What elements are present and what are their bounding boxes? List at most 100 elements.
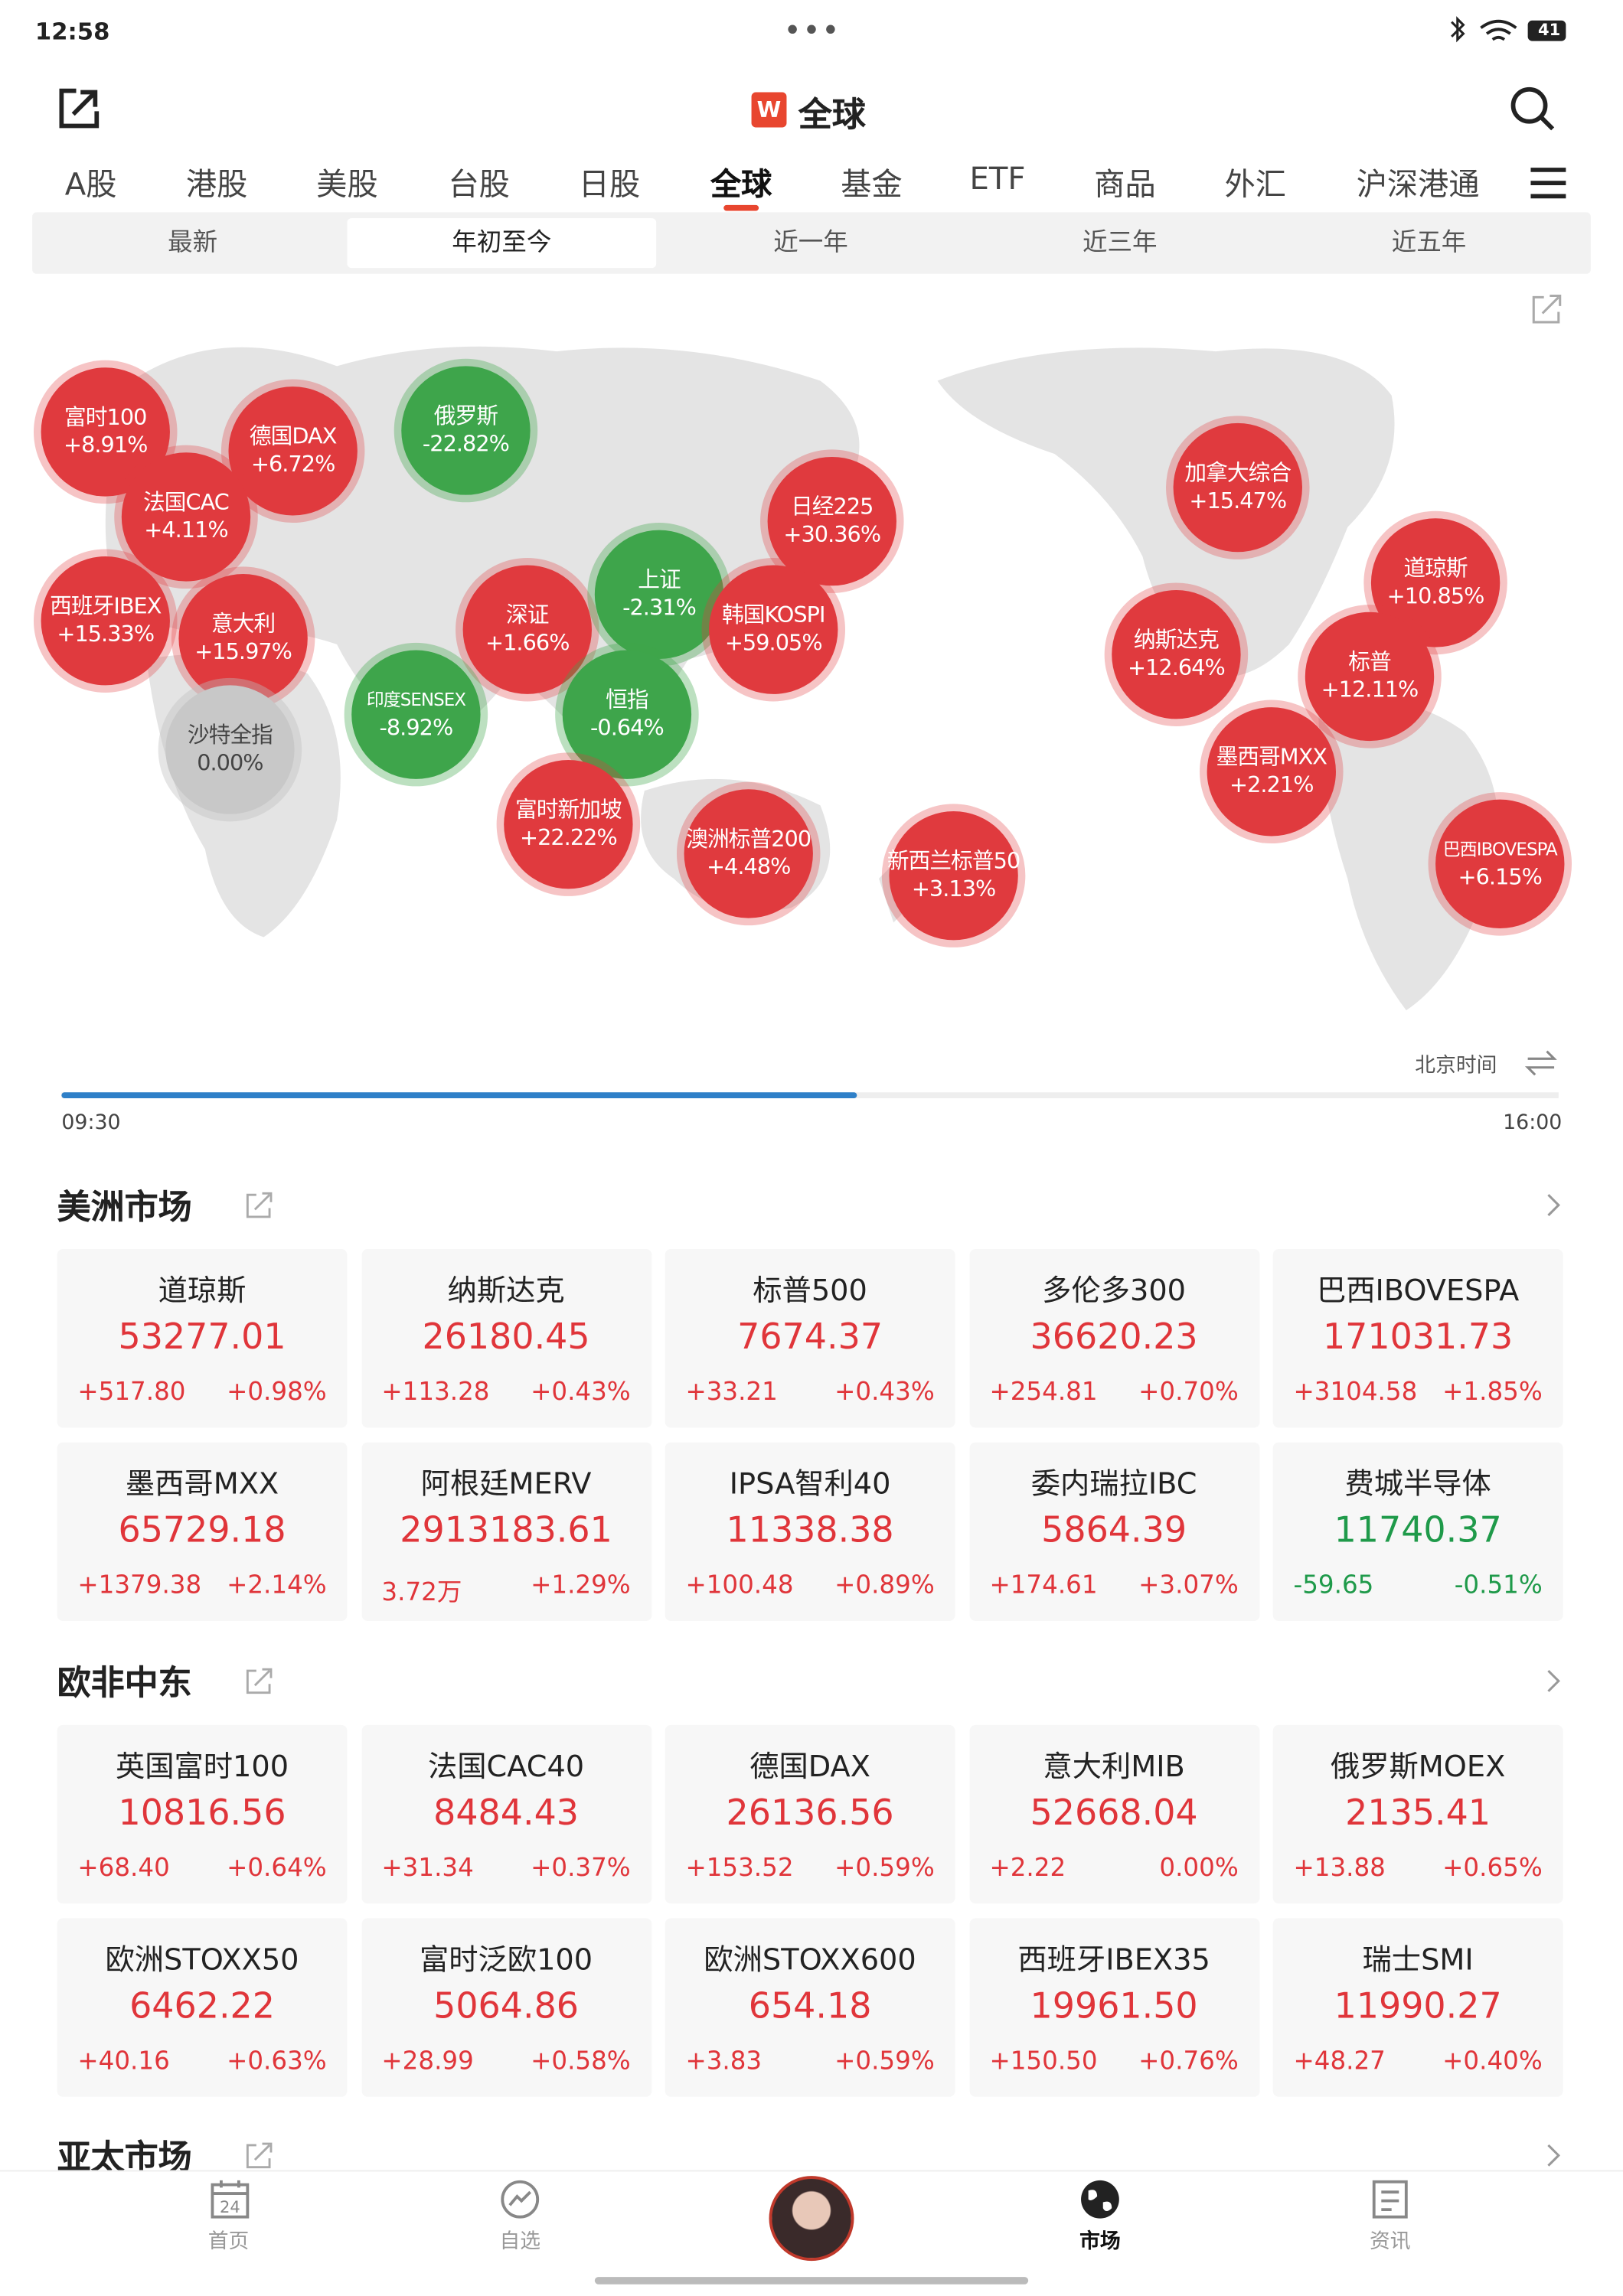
quote-card[interactable]: 多伦多300 36620.23 +254.81 +0.70% [968,1249,1259,1428]
market-bubble[interactable]: 沙特全指 0.00% [165,685,295,814]
quote-change: +254.81 [989,1378,1098,1407]
quote-card[interactable]: 西班牙IBEX35 19961.50 +150.50 +0.76% [968,1918,1259,2097]
market-bubble[interactable]: 富时新加坡 +22.22% [504,759,633,889]
subtab[interactable]: 年初至今 [347,218,657,269]
market-bubble[interactable]: 恒指 -0.64% [562,650,692,779]
more-dots[interactable] [785,21,838,38]
tab[interactable]: 全球 [710,167,772,203]
quote-card[interactable]: 纳斯达克 26180.45 +113.28 +0.43% [361,1249,651,1428]
quote-change: +100.48 [685,1570,794,1601]
quote-card[interactable]: 道琼斯 53277.01 +517.80 +0.98% [57,1249,348,1428]
nav-label[interactable]: 资讯 [1369,2229,1411,2254]
market-bubble[interactable]: 西班牙IBEX +15.33% [41,556,170,686]
quote-card[interactable]: 标普500 7674.37 +33.21 +0.43% [665,1249,955,1428]
market-bubble[interactable]: 印度SENSEX -8.92% [351,650,481,779]
market-bubble[interactable]: 俄罗斯 -22.82% [401,366,531,495]
tab[interactable]: ETF [969,161,1026,197]
quote-price: 65729.18 [118,1509,286,1551]
section-more[interactable] [1546,1668,1563,1694]
quote-pct: 0.00% [1159,1854,1239,1883]
quote-card[interactable]: 英国富时100 10816.56 +68.40 +0.64% [57,1724,348,1904]
section-more[interactable] [1546,1192,1563,1218]
nav-label[interactable]: 首页 [207,2229,250,2254]
tab[interactable]: A股 [64,167,117,203]
market-bubble[interactable]: 富时100 +8.91% [41,367,170,497]
market-bubble[interactable]: 巴西IBOVESPA +6.15% [1435,799,1565,929]
market-bubble[interactable]: 加拿大综合 +15.47% [1173,422,1302,553]
map-share[interactable] [1530,293,1563,325]
tab[interactable]: 美股 [316,167,378,203]
section-share[interactable] [245,1190,274,1219]
quote-card[interactable]: 欧洲STOXX600 654.18 +3.83 +0.59% [665,1918,955,2097]
quote-card[interactable]: 阿根廷MERV 2913183.61 3.72万 +1.29% [361,1442,651,1621]
tab[interactable]: 日股 [578,167,641,203]
market-bubble[interactable]: 深证 +1.66% [462,565,592,694]
market-bubble[interactable]: 澳洲标普200 +4.48% [684,789,813,918]
tab[interactable]: 商品 [1094,167,1156,203]
quote-card[interactable]: 委内瑞拉IBC 5864.39 +174.61 +3.07% [968,1442,1259,1621]
quote-card[interactable]: 巴西IBOVESPA 171031.73 +3104.58 +1.85% [1272,1249,1563,1428]
market-bubble[interactable]: 标普 +12.11% [1305,612,1435,742]
nav-icon-home[interactable]: 24 [210,2179,251,2220]
market-bubble[interactable]: 日经225 +30.36% [767,456,896,586]
nav-icon-news[interactable] [1370,2179,1411,2220]
tab[interactable]: 台股 [448,167,510,203]
bubble-name: 标普 [1348,648,1391,676]
nav-icon-market[interactable] [1079,2179,1121,2220]
tab[interactable]: 外汇 [1224,167,1286,203]
bubble-change: +22.22% [519,824,618,851]
bubble-name: 意大利 [211,610,276,638]
bubble-change: +12.11% [1321,676,1419,703]
quote-card[interactable]: 费城半导体 11740.37 -59.65 -0.51% [1272,1442,1563,1621]
share-button[interactable] [56,85,103,132]
market-bubble[interactable]: 道琼斯 +10.85% [1370,518,1501,647]
market-bubble[interactable]: 墨西哥MXX +2.21% [1207,707,1336,837]
menu-button[interactable] [1530,167,1568,199]
section-title: 美洲市场 [57,1189,192,1228]
quote-card[interactable]: IPSA智利40 11338.38 +100.48 +0.89% [665,1442,955,1621]
avatar[interactable] [769,2176,854,2262]
market-bubble[interactable]: 意大利 +15.97% [178,574,308,703]
quote-name: 俄罗斯MOEX [1330,1748,1506,1784]
market-bubble[interactable]: 法国CAC +4.11% [121,452,251,582]
quote-card[interactable]: 俄罗斯MOEX 2135.41 +13.88 +0.65% [1272,1724,1563,1904]
quote-card[interactable]: 意大利MIB 52668.04 +2.22 0.00% [968,1724,1259,1904]
timeline-progress [61,1092,857,1098]
subtab[interactable]: 近五年 [1391,228,1467,258]
subtab[interactable]: 最新 [168,228,218,258]
quote-pct: +0.43% [531,1378,631,1407]
market-bubble[interactable]: 德国DAX +6.72% [228,386,358,516]
subtab-bar [32,212,1591,274]
subtab[interactable]: 近三年 [1082,228,1158,258]
bubble-change: -0.64% [589,714,665,742]
market-bubble[interactable]: 纳斯达克 +12.64% [1112,590,1241,719]
section-more[interactable] [1546,2142,1563,2168]
quote-pct: +0.89% [834,1570,935,1601]
quote-name: 标普500 [753,1272,867,1308]
quote-card[interactable]: 墨西哥MXX 65729.18 +1379.38 +2.14% [57,1442,348,1621]
bubble-name: 西班牙IBEX [50,592,162,620]
bubble-name: 墨西哥MXX [1216,743,1327,771]
market-bubble[interactable]: 上证 -2.31% [594,530,724,659]
quote-card[interactable]: 瑞士SMI 11990.27 +48.27 +0.40% [1272,1918,1563,2097]
quote-card[interactable]: 法国CAC40 8484.43 +31.34 +0.37% [361,1724,651,1904]
tab[interactable]: 基金 [841,167,903,203]
section-share[interactable] [245,2141,274,2170]
market-bubble[interactable]: 新西兰标普50 +3.13% [887,810,1020,941]
switch-icon[interactable] [1523,1049,1559,1078]
tab[interactable]: 港股 [185,167,248,203]
quote-card[interactable]: 欧洲STOXX50 6462.22 +40.16 +0.63% [57,1918,348,2097]
tab[interactable]: 沪深港通 [1356,167,1480,203]
nav-label[interactable]: 自选 [499,2229,541,2254]
nav-icon-watch[interactable] [499,2179,540,2220]
subtab[interactable]: 近一年 [773,228,848,258]
quote-pct: +0.65% [1442,1854,1543,1883]
quote-card[interactable]: 富时泛欧100 5064.86 +28.99 +0.58% [361,1918,651,2097]
market-bubble[interactable]: 韩国KOSPI +59.05% [709,565,838,694]
bubble-name: 道琼斯 [1403,555,1468,582]
nav-label[interactable]: 市场 [1079,2229,1121,2254]
bubble-name: 俄罗斯 [433,403,498,429]
quote-card[interactable]: 德国DAX 26136.56 +153.52 +0.59% [665,1724,955,1904]
section-share[interactable] [245,1666,274,1695]
search-button[interactable] [1509,85,1556,132]
